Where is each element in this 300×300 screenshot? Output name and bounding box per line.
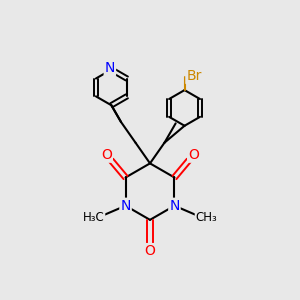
Text: O: O	[145, 244, 155, 258]
Text: N: N	[169, 199, 180, 213]
Text: N: N	[120, 199, 131, 213]
Text: N: N	[105, 61, 115, 75]
Text: H₃C: H₃C	[82, 211, 104, 224]
Text: O: O	[101, 148, 112, 162]
Text: Br: Br	[186, 69, 202, 83]
Text: CH₃: CH₃	[196, 211, 217, 224]
Text: O: O	[188, 148, 199, 162]
